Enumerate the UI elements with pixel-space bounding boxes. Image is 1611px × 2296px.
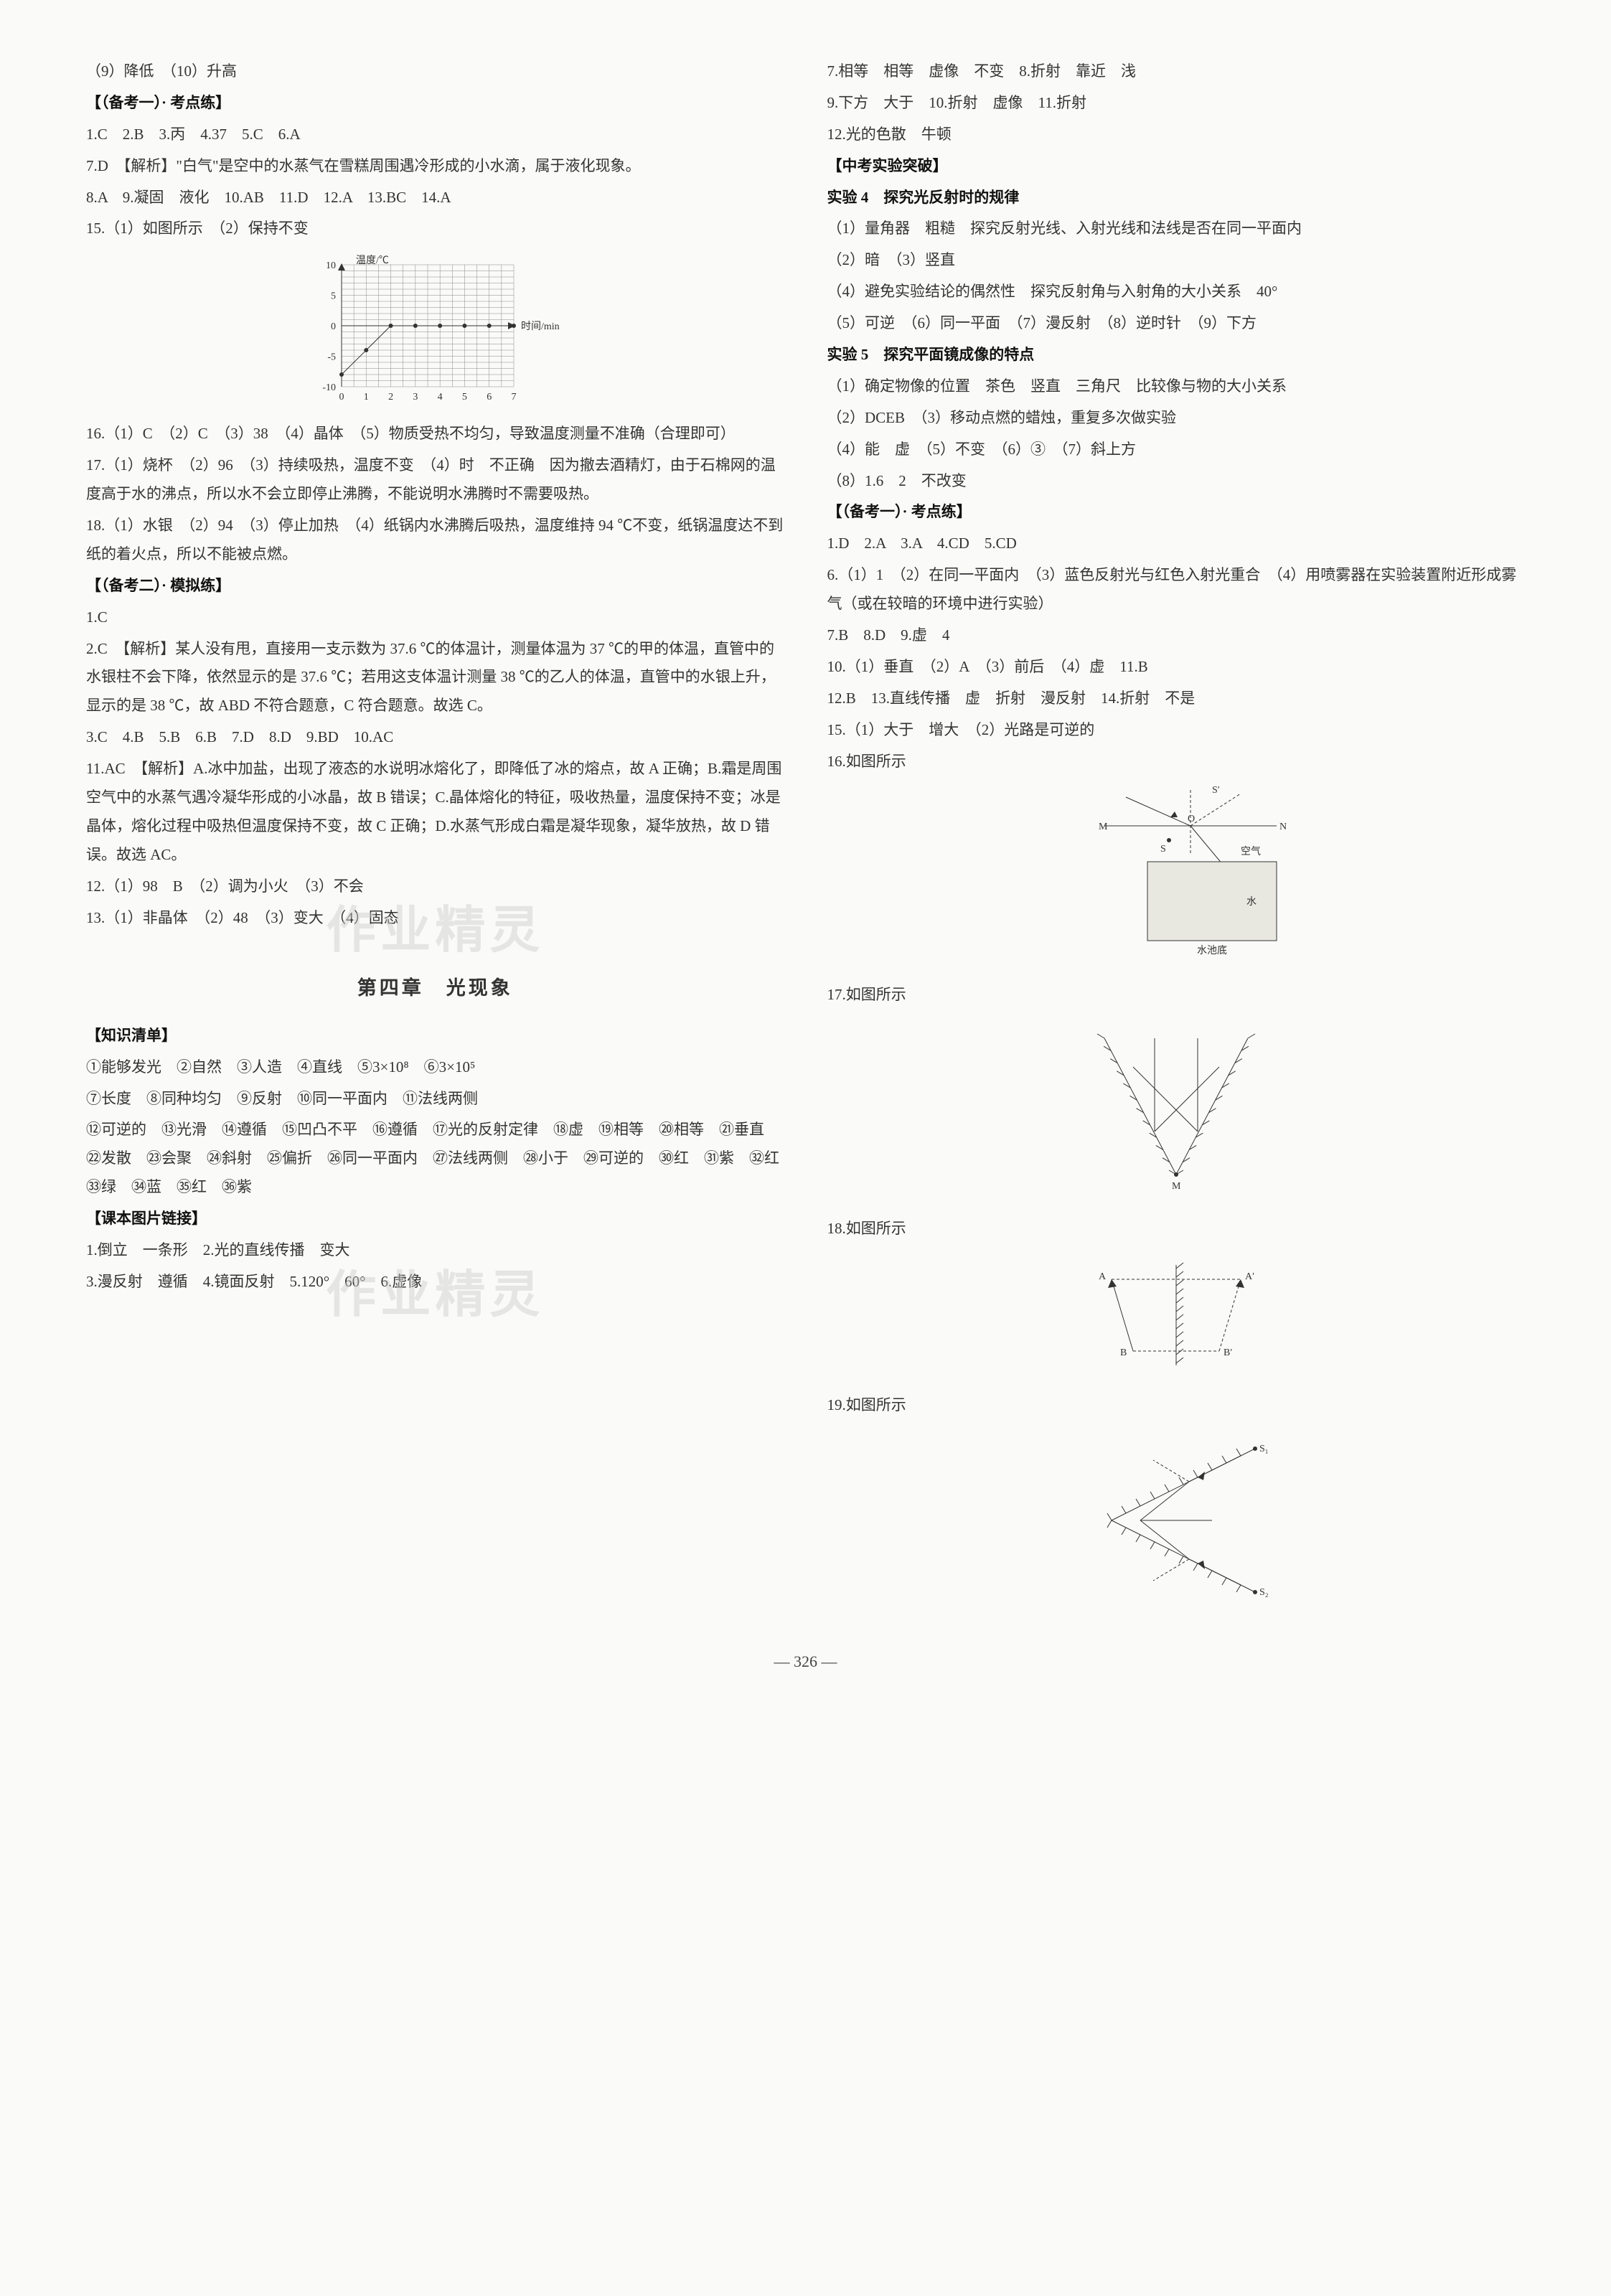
col-right: 7.相等 相等 虚像 不变 8.折射 靠近 浅 9.下方 大于 10.折射 虚像… — [827, 57, 1526, 1625]
text-line: 16.如图所示 — [827, 748, 1526, 776]
text-line: 9.下方 大于 10.折射 虚像 11.折射 — [827, 89, 1526, 118]
text-line: （2）暗 （3）竖直 — [827, 246, 1526, 275]
text-line: ⑫可逆的 ⑬光滑 ⑭遵循 ⑮凹凸不平 ⑯遵循 ⑰光的反射定律 ⑱虚 ⑲相等 ⑳相… — [86, 1116, 784, 1202]
text-line: 12.B 13.直线传播 虚 折射 漫反射 14.折射 不是 — [827, 684, 1526, 713]
section-head: 【中考实验突破】 — [827, 152, 1526, 181]
text-line: 1.C 2.B 3.丙 4.37 5.C 6.A — [86, 121, 784, 149]
svg-text:A: A — [1099, 1271, 1107, 1282]
text-line: （9）降低 （10）升高 — [86, 57, 784, 86]
diagram-q19: S₁ S₂ — [827, 1427, 1526, 1614]
svg-text:O: O — [1188, 814, 1195, 824]
diagram-q16: 水 空气水池底 S S′ O M N — [827, 783, 1526, 969]
svg-text:5: 5 — [331, 291, 336, 302]
svg-text:-5: -5 — [328, 352, 337, 363]
svg-text:0: 0 — [339, 392, 344, 403]
diagram-q18: A B A′ B′ — [827, 1251, 1526, 1380]
section-head: 【（备考二）· 模拟练】 — [86, 572, 784, 601]
text-line: 8.A 9.凝固 液化 10.AB 11.D 12.A 13.BC 14.A — [86, 184, 784, 212]
svg-text:3: 3 — [413, 392, 418, 403]
svg-text:空气: 空气 — [1241, 846, 1261, 857]
page-columns: （9）降低 （10）升高 【（备考一）· 考点练】 1.C 2.B 3.丙 4.… — [86, 57, 1525, 1625]
svg-text:温度/℃: 温度/℃ — [356, 255, 389, 266]
text-line: （1）确定物像的位置 茶色 竖直 三角尺 比较像与物的大小关系 — [827, 372, 1526, 401]
text-line: 7.B 8.D 9.虚 4 — [827, 621, 1526, 650]
text-line: 7.相等 相等 虚像 不变 8.折射 靠近 浅 — [827, 57, 1526, 86]
text-line: （4）能 虚 （5）不变 （6）③ （7）斜上方 — [827, 436, 1526, 464]
text-line: 7.D 【解析】"白气"是空中的水蒸气在雪糕周围遇冷形成的小水滴，属于液化现象。 — [86, 152, 784, 181]
svg-text:S′: S′ — [1212, 785, 1220, 796]
svg-text:N: N — [1279, 822, 1287, 832]
svg-text:7: 7 — [512, 392, 517, 403]
svg-text:时间/min: 时间/min — [521, 321, 560, 332]
svg-text:0: 0 — [331, 321, 336, 332]
svg-text:A′: A′ — [1245, 1271, 1254, 1282]
chapter-title: 第四章 光现象 — [86, 970, 784, 1007]
svg-text:2: 2 — [388, 392, 393, 403]
svg-text:-10: -10 — [323, 382, 337, 393]
svg-text:水: 水 — [1246, 896, 1257, 908]
svg-text:6: 6 — [487, 392, 492, 403]
section-head: 实验 4 探究光反射时的规律 — [827, 184, 1526, 212]
svg-text:S₁: S₁ — [1259, 1444, 1269, 1454]
text-line: 3.C 4.B 5.B 6.B 7.D 8.D 9.BD 10.AC — [86, 723, 784, 752]
text-line: （2）DCEB （3）移动点燃的蜡烛，重复多次做实验 — [827, 404, 1526, 433]
section-head: 【（备考一）· 考点练】 — [86, 89, 784, 118]
section-head: 【（备考一）· 考点练】 — [827, 498, 1526, 527]
section-head: 【课本图片链接】 — [86, 1205, 784, 1233]
svg-text:水池底: 水池底 — [1197, 945, 1227, 956]
section-head: 实验 5 探究平面镜成像的特点 — [827, 341, 1526, 370]
text-line: 15.（1）如图所示 （2）保持不变 — [86, 215, 784, 243]
diagram-q17: M — [827, 1017, 1526, 1203]
page-number: — 326 — — [86, 1647, 1525, 1677]
svg-text:1: 1 — [364, 392, 369, 403]
text-line: 3.漫反射 遵循 4.镜面反射 5.120° 60° 6.虚像 — [86, 1268, 784, 1297]
text-line: 1.倒立 一条形 2.光的直线传播 变大 — [86, 1236, 784, 1265]
text-line: （5）可逆 （6）同一平面 （7）漫反射 （8）逆时针 （9）下方 — [827, 309, 1526, 338]
col-left: （9）降低 （10）升高 【（备考一）· 考点练】 1.C 2.B 3.丙 4.… — [86, 57, 784, 1625]
svg-text:S: S — [1160, 844, 1166, 855]
text-line: 12.（1）98 B （2）调为小火 （3）不会 — [86, 872, 784, 901]
chart-q15: -10 -5 0 5 10 0 1 2 3 4 5 6 7 温度/℃ 时间/min — [86, 250, 784, 408]
text-line: ①能够发光 ②自然 ③人造 ④直线 ⑤3×10⁸ ⑥3×10⁵ — [86, 1053, 784, 1082]
svg-text:5: 5 — [462, 392, 467, 403]
svg-text:B: B — [1120, 1347, 1127, 1358]
text-line: 16.（1）C （2）C （3）38 （4）晶体 （5）物质受热不均匀，导致温度… — [86, 420, 784, 448]
svg-text:M: M — [1172, 1181, 1181, 1192]
text-line: ⑦长度 ⑧同种均匀 ⑨反射 ⑩同一平面内 ⑪法线两侧 — [86, 1085, 784, 1114]
text-line: 1.C — [86, 603, 784, 632]
text-line: 19.如图所示 — [827, 1391, 1526, 1420]
text-line: （4）避免实验结论的偶然性 探究反射角与入射角的大小关系 40° — [827, 278, 1526, 306]
text-line: 17.如图所示 — [827, 981, 1526, 1010]
text-line: 18.如图所示 — [827, 1215, 1526, 1243]
svg-text:4: 4 — [438, 392, 443, 403]
text-line: 2.C 【解析】某人没有甩，直接用一支示数为 37.6 ℃的体温计，测量体温为 … — [86, 635, 784, 721]
text-line: 10.（1）垂直 （2）A （3）前后 （4）虚 11.B — [827, 653, 1526, 682]
text-line: 12.光的色散 牛顿 — [827, 121, 1526, 149]
text-line: 6.（1）1 （2）在同一平面内 （3）蓝色反射光与红色入射光重合 （4）用喷雾… — [827, 561, 1526, 618]
text-line: 15.（1）大于 增大 （2）光路是可逆的 — [827, 716, 1526, 745]
svg-text:S₂: S₂ — [1259, 1587, 1269, 1598]
text-line: 1.D 2.A 3.A 4.CD 5.CD — [827, 530, 1526, 558]
svg-text:B′: B′ — [1223, 1347, 1232, 1358]
text-line: （1）量角器 粗糙 探究反射光线、入射光线和法线是否在同一平面内 — [827, 215, 1526, 243]
text-line: 18.（1）水银 （2）94 （3）停止加热 （4）纸锅内水沸腾后吸热，温度维持… — [86, 512, 784, 569]
text-line: 17.（1）烧杯 （2）96 （3）持续吸热，温度不变 （4）时 不正确 因为撤… — [86, 451, 784, 509]
svg-text:10: 10 — [326, 260, 336, 271]
section-head: 【知识清单】 — [86, 1022, 784, 1050]
text-line: 11.AC 【解析】A.冰中加盐，出现了液态的水说明冰熔化了，即降低了冰的熔点，… — [86, 755, 784, 870]
svg-text:M: M — [1099, 822, 1108, 832]
text-line: （8）1.6 2 不改变 — [827, 467, 1526, 496]
text-line: 13.（1）非晶体 （2）48 （3）变大 （4）固态 — [86, 904, 784, 933]
